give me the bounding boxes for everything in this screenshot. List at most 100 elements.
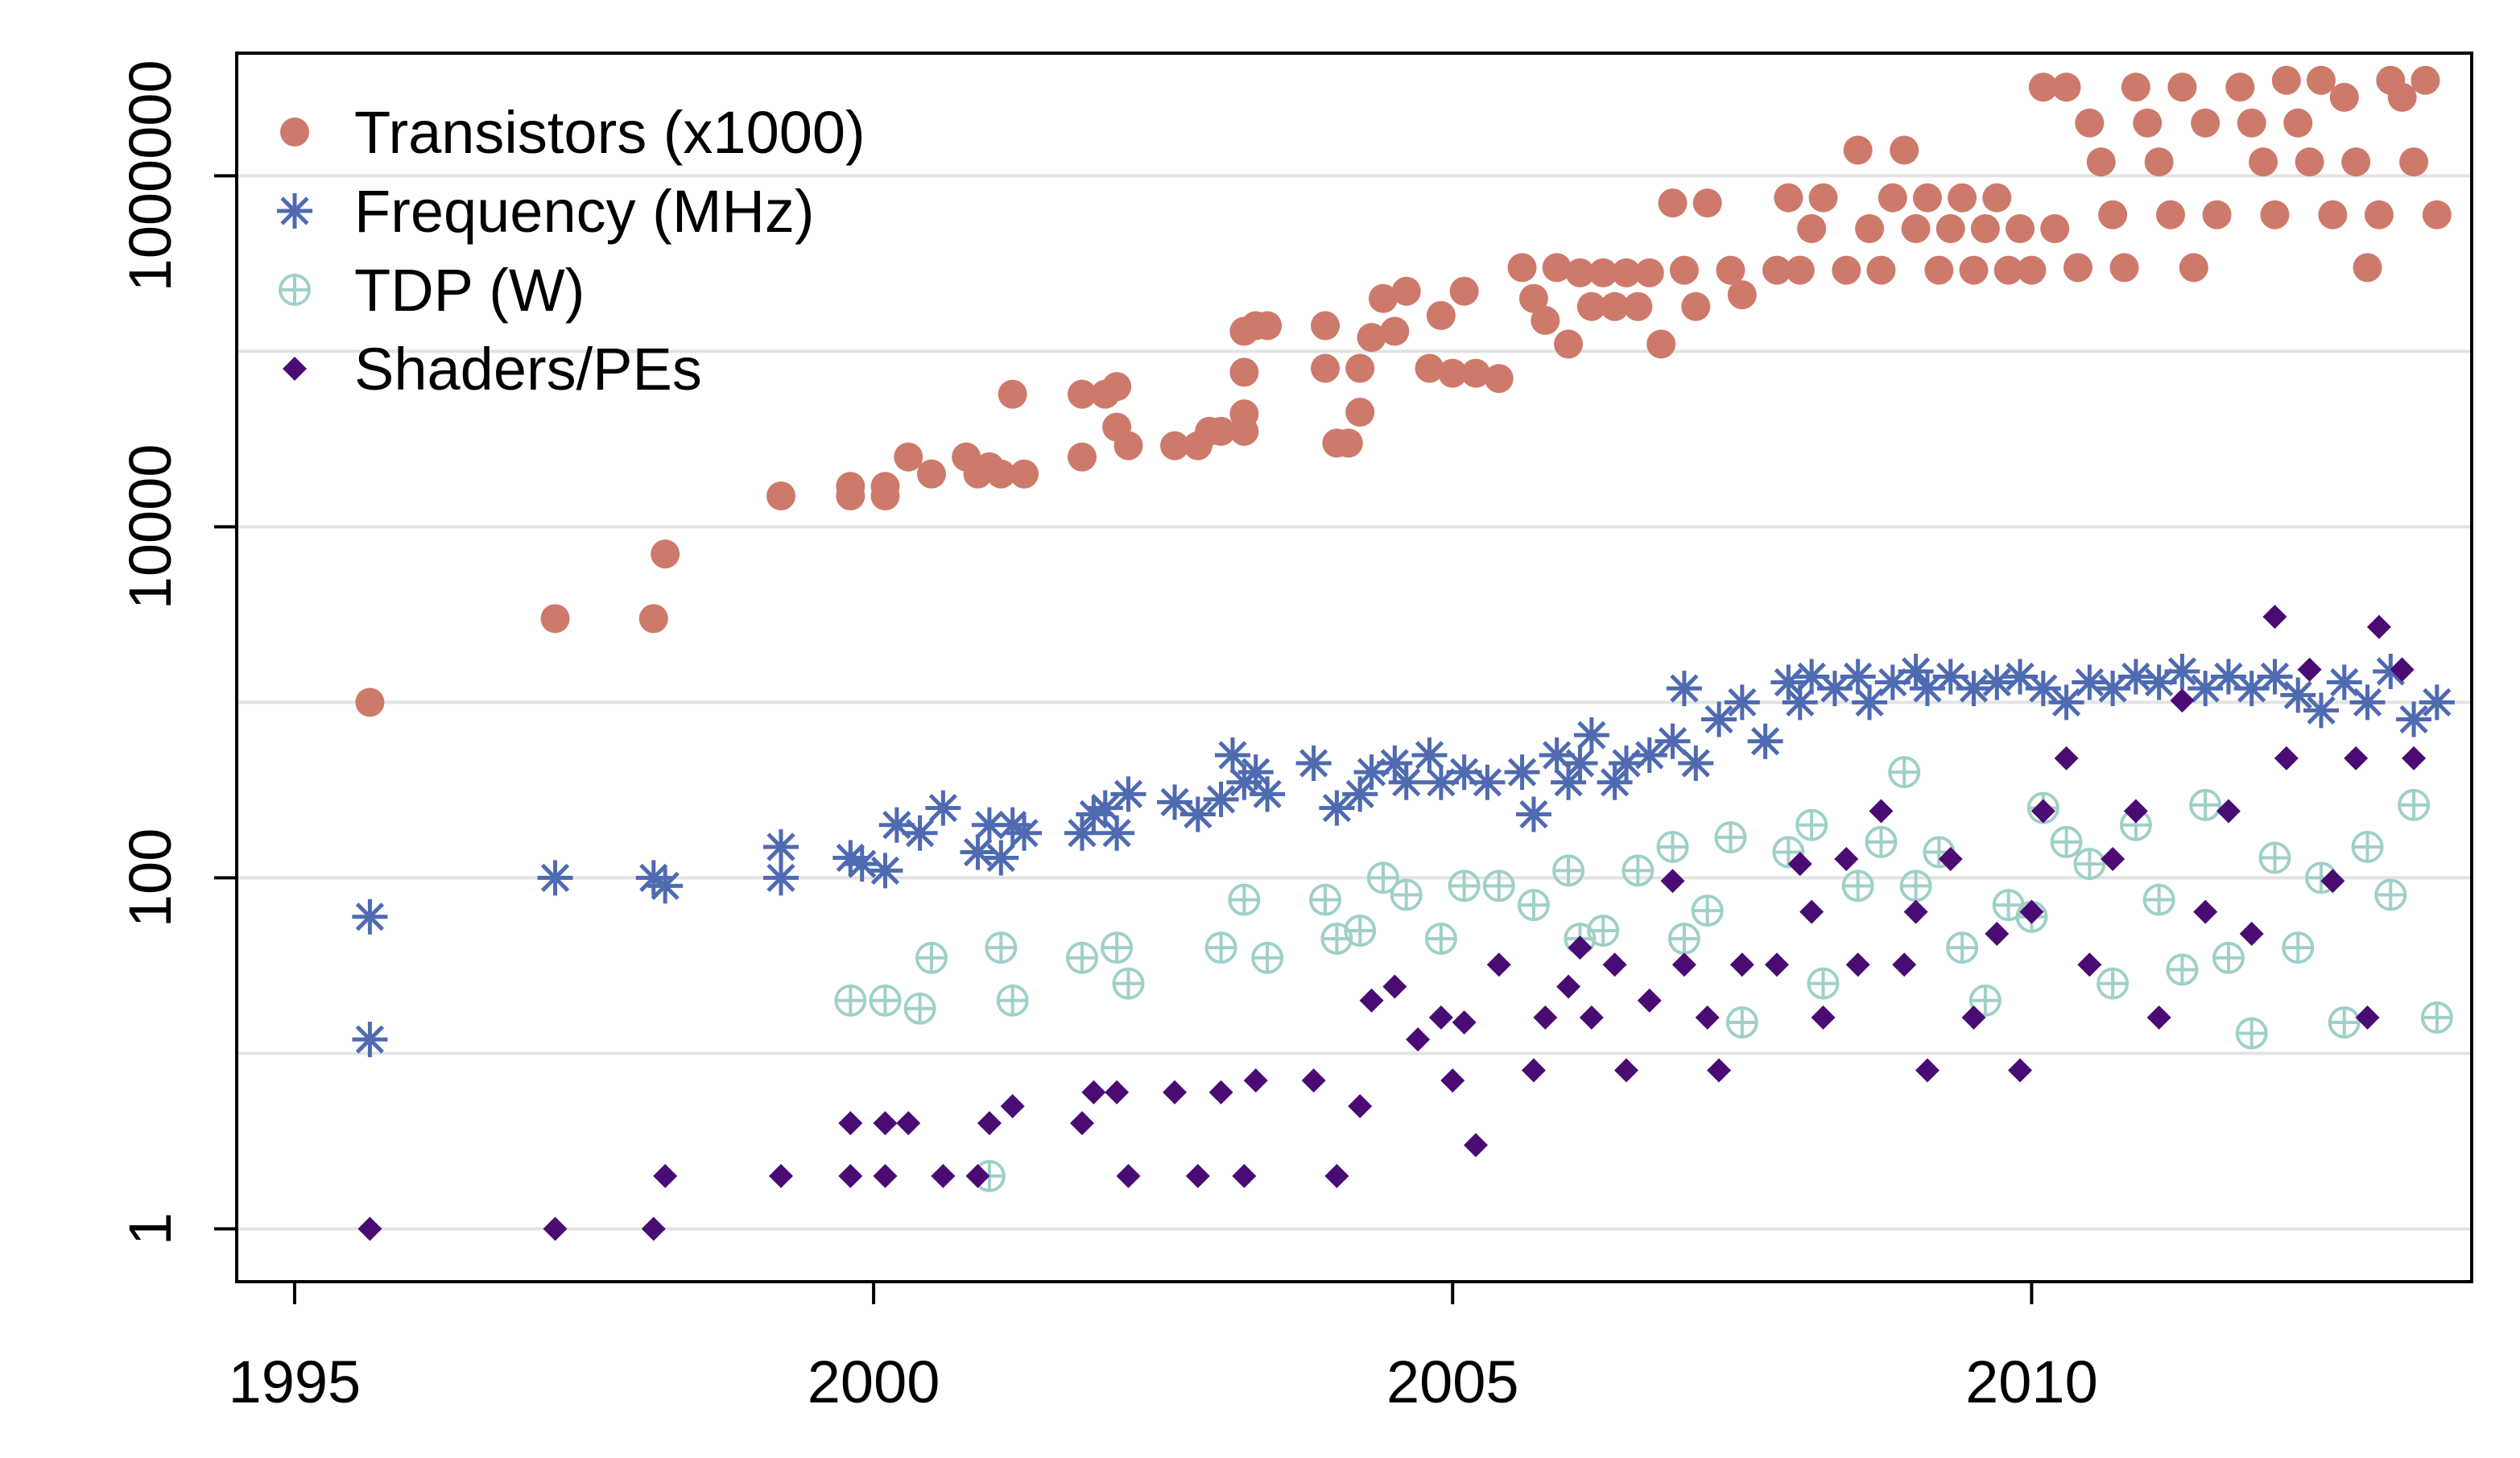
frequency-mhz-point: [878, 807, 915, 843]
shaders-pes-point: [2054, 746, 2079, 770]
tdp-w-point: [1204, 931, 1237, 964]
frequency-mhz-point: [1909, 671, 1945, 707]
transistors-x1000-point: [1345, 353, 1375, 383]
shaders-pes-point: [2170, 688, 2195, 713]
shaders-pes-point: [1000, 1094, 1025, 1118]
transistors-x1000-point: [1808, 183, 1838, 213]
transistors-x1000-point: [2341, 147, 2371, 177]
tdp-w-point-cross: [1948, 933, 1977, 963]
frequency-mhz-point: [1782, 684, 1818, 721]
transistors-x1000-point: [1866, 255, 1896, 285]
frequency-mhz-point: [1852, 684, 1888, 721]
frequency-mhz-point: [763, 860, 799, 896]
shaders-pes-point: [653, 1163, 678, 1188]
tdp-w-point-cross: [2283, 933, 2313, 963]
tdp-w-point: [1865, 825, 1898, 858]
shaders-pes-point: [873, 1163, 898, 1188]
shaders-pes-point: [1637, 988, 1662, 1013]
frequency-mhz-point: [537, 860, 573, 896]
shaders-pes-point: [1243, 1068, 1268, 1093]
tdp-w-point: [2212, 941, 2245, 974]
transistors-x1000-point: [1993, 255, 2023, 285]
transistors-x1000-point: [1357, 323, 1386, 353]
shaders-pes-point: [1787, 852, 1812, 877]
shaders-pes-point: [2019, 899, 2044, 924]
grid-layer: [237, 174, 2472, 1231]
transistors-x1000-point: [917, 459, 947, 489]
shaders-pes-point: [1232, 1163, 1257, 1188]
transistors-x1000-point: [1959, 255, 1989, 285]
transistors-x1000-point: [2364, 200, 2394, 229]
tdp-w-point-cross: [836, 985, 865, 1015]
frequency-mhz-point: [1840, 659, 1876, 695]
frequency-mhz-point: [1539, 737, 1575, 773]
frequency-mhz-point: [1411, 737, 1448, 773]
transistors-x1000-point: [1935, 214, 1965, 243]
legend-marker-frequency-mhz: [277, 193, 312, 229]
shaders-pes-point: [641, 1216, 666, 1241]
transistors-x1000-point: [1160, 431, 1190, 461]
frequency-mhz-point: [1747, 723, 1783, 759]
transistors-x1000-point: [638, 604, 668, 634]
transistors-x1000-point: [1102, 372, 1132, 402]
transistors-x1000-point: [2109, 253, 2139, 283]
frequency-mhz-point: [1157, 784, 1193, 820]
transistors-x1000-point: [1206, 416, 1236, 446]
y-tick-label: 100: [117, 828, 184, 927]
frequency-mhz-point: [2280, 677, 2316, 713]
transistors-x1000-point: [1623, 291, 1653, 321]
frequency-mhz-point: [1794, 659, 1830, 695]
transistors-x1000-point: [1843, 135, 1873, 165]
tdp-w-point: [1448, 869, 1481, 902]
transistors-x1000-point: [1311, 353, 1341, 383]
transistors-x1000-point: [1345, 397, 1375, 427]
tdp-w-point-cross: [2260, 843, 2290, 873]
tdp-w-point: [1517, 889, 1550, 922]
transistors-x1000-point: [1646, 329, 1676, 359]
tdp-w-point-cross: [1774, 837, 1803, 867]
transistors-x1000-point: [2144, 147, 2174, 177]
frequency-mhz-point: [2117, 659, 2154, 695]
transistors-x1000-point: [1565, 258, 1595, 287]
transistors-x1000-point: [1380, 316, 1410, 346]
frequency-mhz-point: [635, 860, 671, 896]
frequency-mhz-point: [2210, 659, 2246, 695]
shaders-pes-point: [2216, 799, 2241, 824]
shaders-pes-point: [2077, 952, 2102, 977]
transistors-x1000-point: [1415, 353, 1444, 383]
tdp-w-point-cross: [1901, 871, 1931, 901]
frequency-mhz-point: [1469, 764, 1506, 800]
transistors-x1000-point: [2202, 200, 2232, 229]
frequency-mhz-point: [960, 834, 996, 870]
transistors-x1000-point: [1785, 255, 1815, 285]
transistors-x1000-point: [355, 688, 385, 717]
axis-layer: 1995 2000 2005 2010 1 100 10000 1000000: [117, 60, 2098, 1415]
transistors-x1000-point: [2411, 65, 2440, 95]
tdp-w-point: [1482, 869, 1515, 902]
tdp-w-point-cross: [2098, 969, 2128, 998]
tdp-w-point-cross: [2213, 943, 2243, 973]
transistors-x1000-point: [2063, 253, 2092, 283]
transistors-x1000-point: [2329, 82, 2359, 112]
transistors-x1000-point: [1067, 442, 1097, 472]
tdp-w-point: [1725, 1006, 1758, 1039]
frequency-mhz-point: [1597, 764, 1633, 800]
transistors-x1000-point: [1970, 214, 2000, 243]
frequency-mhz-point: [2373, 653, 2409, 689]
shaders-pes-point: [1799, 899, 1824, 924]
legend-marker-transistors-x1000: [280, 118, 309, 147]
shaders-pes-point: [1961, 1005, 1986, 1030]
frequency-mhz-point: [1388, 764, 1424, 800]
transistors-x1000-point: [2260, 200, 2290, 229]
tdp-w-point-cross: [1391, 880, 1421, 910]
transistors-x1000-point: [1518, 283, 1548, 313]
shaders-pes-point: [1892, 952, 1917, 977]
transistors-x1000-point: [651, 539, 680, 569]
transistors-x1000-point: [1531, 305, 1560, 335]
frequency-mhz-point: [2396, 701, 2432, 737]
tdp-w-point-cross: [1866, 827, 1896, 857]
transistors-x1000-point: [2075, 108, 2105, 138]
shaders-pes-point: [1208, 1080, 1233, 1105]
tdp-w-point-cross: [1484, 871, 1514, 901]
